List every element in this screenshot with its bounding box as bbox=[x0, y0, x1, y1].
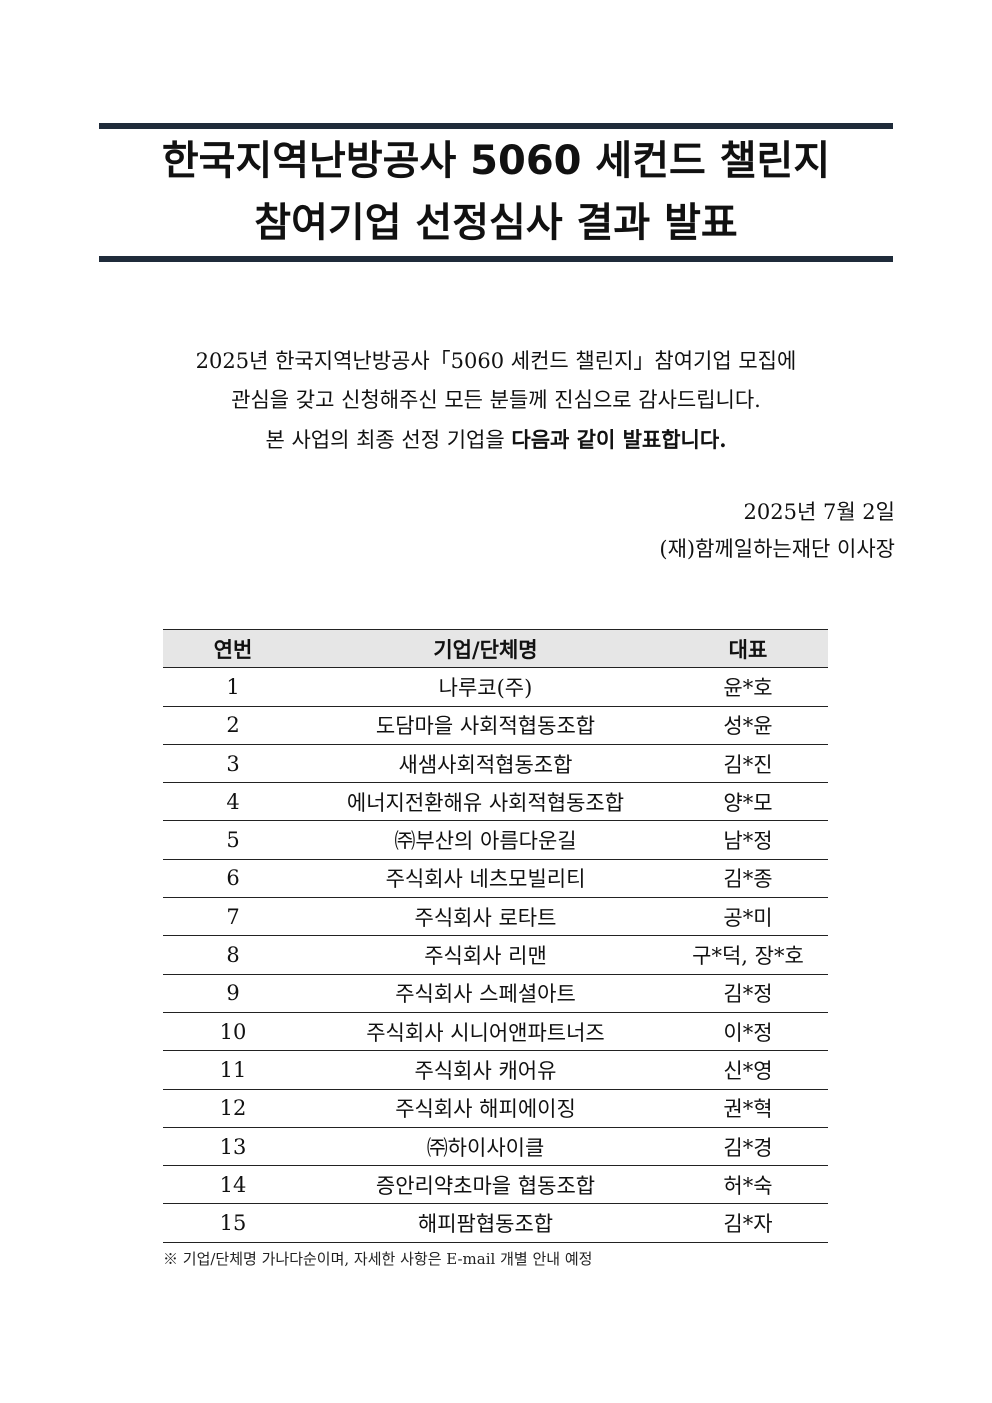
company-name: 새샘사회적협동조합 bbox=[303, 744, 668, 784]
row-number: 12 bbox=[163, 1089, 303, 1128]
table-row: 8 주식회사 리맨 구*덕, 장*호 bbox=[163, 935, 828, 975]
table-row: 1 나루코(주) 윤*호 bbox=[163, 667, 828, 707]
company-name: 해피팜협동조합 bbox=[303, 1203, 668, 1243]
company-name: 주식회사 해피에이징 bbox=[303, 1089, 668, 1128]
date: 2025년 7월 2일 bbox=[743, 500, 895, 524]
company-name: 나루코(주) bbox=[303, 667, 668, 707]
representative: 김*진 bbox=[668, 744, 828, 784]
representative: 김*종 bbox=[668, 859, 828, 899]
representative: 공*미 bbox=[668, 897, 828, 937]
representative: 윤*호 bbox=[668, 667, 828, 707]
row-number: 6 bbox=[163, 859, 303, 899]
row-number: 9 bbox=[163, 974, 303, 1013]
company-name: ㈜하이사이클 bbox=[303, 1127, 668, 1167]
company-name: 도담마을 사회적협동조합 bbox=[303, 706, 668, 745]
row-number: 4 bbox=[163, 782, 303, 822]
representative: 양*모 bbox=[668, 782, 828, 822]
table-row: 5 ㈜부산의 아름다운길 남*정 bbox=[163, 820, 828, 860]
representative: 김*자 bbox=[668, 1203, 828, 1243]
footnote: ※ 기업/단체명 가나다순이며, 자세한 사항은 E-mail 개별 안내 예정 bbox=[163, 1250, 593, 1268]
intro-line-3-bold: 다음과 같이 발표합니다. bbox=[511, 427, 727, 452]
representative: 구*덕, 장*호 bbox=[668, 935, 828, 975]
table-row: 7 주식회사 로타트 공*미 bbox=[163, 897, 828, 937]
table-row: 2 도담마을 사회적협동조합 성*윤 bbox=[163, 706, 828, 745]
company-name: 주식회사 리맨 bbox=[303, 935, 668, 975]
company-name: 증안리약초마을 협동조합 bbox=[303, 1165, 668, 1205]
intro-line-2: 관심을 갖고 신청해주신 모든 분들께 진심으로 감사드립니다. bbox=[231, 388, 761, 412]
table-row: 3 새샘사회적협동조합 김*진 bbox=[163, 744, 828, 784]
table-row: 9 주식회사 스페셜아트 김*정 bbox=[163, 974, 828, 1013]
table-row: 6 주식회사 네츠모빌리티 김*종 bbox=[163, 859, 828, 899]
issuer: (재)함께일하는재단 이사장 bbox=[659, 537, 895, 561]
representative: 신*영 bbox=[668, 1050, 828, 1090]
header-number: 연번 bbox=[163, 628, 303, 669]
row-number: 5 bbox=[163, 820, 303, 860]
title-bottom-rule bbox=[99, 256, 893, 262]
table-row: 14 증안리약초마을 협동조합 허*숙 bbox=[163, 1165, 828, 1205]
company-name: 에너지전환해유 사회적협동조합 bbox=[303, 782, 668, 822]
table-header-row: 연번 기업/단체명 대표 bbox=[163, 628, 828, 669]
company-name: ㈜부산의 아름다운길 bbox=[303, 820, 668, 860]
table-row: 15 해피팜협동조합 김*자 bbox=[163, 1203, 828, 1243]
row-number: 13 bbox=[163, 1127, 303, 1167]
header-company: 기업/단체명 bbox=[303, 628, 668, 669]
table-row: 4 에너지전환해유 사회적협동조합 양*모 bbox=[163, 782, 828, 822]
intro-text: 2025년 한국지역난방공사「5060 세컨드 챌린지」참여기업 모집에 관심을… bbox=[100, 342, 892, 460]
representative: 김*경 bbox=[668, 1127, 828, 1167]
company-name: 주식회사 스페셜아트 bbox=[303, 974, 668, 1013]
header-representative: 대표 bbox=[668, 628, 828, 669]
table-row: 13 ㈜하이사이클 김*경 bbox=[163, 1127, 828, 1167]
row-number: 14 bbox=[163, 1165, 303, 1205]
representative: 김*정 bbox=[668, 974, 828, 1013]
table-row: 11 주식회사 캐어유 신*영 bbox=[163, 1050, 828, 1090]
results-table: 연번 기업/단체명 대표 1 나루코(주) 윤*호 2 도담마을 사회적협동조합 성*윤 3… bbox=[163, 628, 828, 1243]
representative: 남*정 bbox=[668, 820, 828, 860]
intro-line-3-normal: 본 사업의 최종 선정 기업을 bbox=[265, 428, 512, 452]
intro-line-3: 본 사업의 최종 선정 기업을 다음과 같이 발표합니다. bbox=[100, 420, 892, 460]
row-number: 7 bbox=[163, 897, 303, 937]
row-number: 2 bbox=[163, 706, 303, 745]
company-name: 주식회사 캐어유 bbox=[303, 1050, 668, 1090]
row-number: 11 bbox=[163, 1050, 303, 1090]
representative: 허*숙 bbox=[668, 1165, 828, 1205]
table-row: 10 주식회사 시니어앤파트너즈 이*정 bbox=[163, 1012, 828, 1052]
row-number: 1 bbox=[163, 667, 303, 707]
title-line-1: 한국지역난방공사 5060 세컨드 챌린지 bbox=[161, 138, 831, 184]
intro-line-1: 2025년 한국지역난방공사「5060 세컨드 챌린지」참여기업 모집에 bbox=[195, 349, 797, 373]
title-line-2: 참여기업 선정심사 결과 발표 bbox=[254, 200, 738, 246]
company-name: 주식회사 시니어앤파트너즈 bbox=[303, 1012, 668, 1052]
representative: 성*윤 bbox=[668, 706, 828, 745]
row-number: 10 bbox=[163, 1012, 303, 1052]
signature: 2025년 7월 2일 (재)함께일하는재단 이사장 bbox=[659, 494, 895, 568]
row-number: 3 bbox=[163, 744, 303, 784]
company-name: 주식회사 네츠모빌리티 bbox=[303, 859, 668, 899]
title-top-rule bbox=[99, 123, 893, 129]
company-name: 주식회사 로타트 bbox=[303, 897, 668, 937]
representative: 이*정 bbox=[668, 1012, 828, 1052]
representative: 권*혁 bbox=[668, 1089, 828, 1128]
row-number: 8 bbox=[163, 935, 303, 975]
table-row: 12 주식회사 해피에이징 권*혁 bbox=[163, 1089, 828, 1128]
row-number: 15 bbox=[163, 1203, 303, 1243]
